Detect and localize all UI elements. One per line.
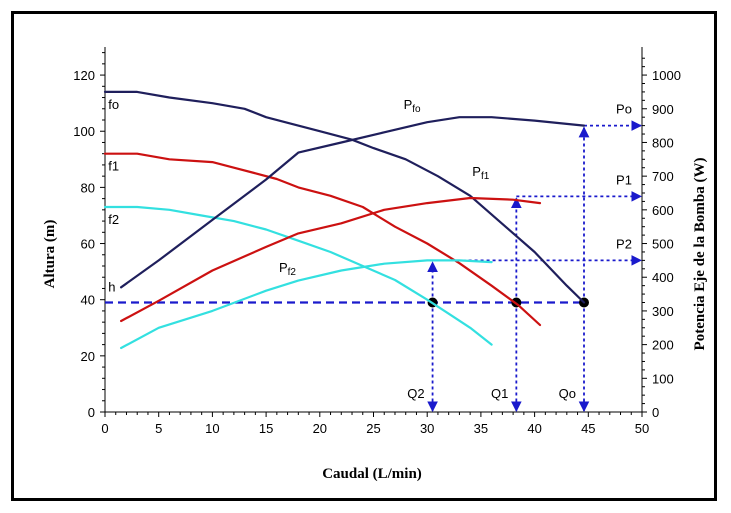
y2-tick-label: 800 — [652, 135, 674, 150]
y2-axis-title: Potencia Eje de la Bomba (W) — [692, 158, 708, 351]
y2-tick-label: 100 — [652, 371, 674, 386]
curve-label-pf2: Pf2 — [279, 260, 296, 278]
curves — [103, 90, 586, 350]
curve-pf0 — [119, 116, 586, 289]
x-axis-title: Caudal (L/min) — [322, 466, 422, 482]
y-axis-title: Altura (m) — [42, 220, 58, 289]
x-tick-label: 10 — [205, 421, 219, 436]
x-tick-label: 40 — [527, 421, 541, 436]
axes: 0 5 10 15 20 25 30 35 40 45 5002040608010012001002… — [73, 47, 681, 436]
operating-point-guides: Q2 P2 Q1 P1 Qo Po — [105, 102, 643, 413]
y2-tick-label: 400 — [652, 270, 674, 285]
p-label-p1: P1 — [616, 172, 632, 187]
curve-label-h: h — [108, 279, 115, 294]
q-label-qo: Qo — [559, 386, 576, 401]
curve-label-pf1: Pf1 — [472, 164, 489, 182]
x-tick-label: 25 — [366, 421, 380, 436]
curve-label-f2: f2 — [108, 212, 119, 227]
pump-curve-chart: 0 5 10 15 20 25 30 35 40 45 5002040608010012001002… — [42, 47, 708, 482]
curve-label-fo: fo — [108, 97, 119, 112]
y-tick-label: 60 — [81, 237, 95, 252]
y-tick-label: 120 — [73, 68, 95, 83]
y2-tick-label: 900 — [652, 102, 674, 117]
x-tick-label: 45 — [581, 421, 595, 436]
y-tick-label: 40 — [81, 293, 95, 308]
curve-label-pfo: Pfo — [404, 97, 421, 115]
y-tick-label: 20 — [81, 349, 95, 364]
p-label-po: Po — [616, 102, 632, 117]
x-tick-label: 5 — [155, 421, 162, 436]
y2-tick-label: 0 — [652, 405, 659, 420]
x-tick-label: 35 — [474, 421, 488, 436]
x-tick-label: 30 — [420, 421, 434, 436]
chart-frame: 0 5 10 15 20 25 30 35 40 45 50 0 20 40 60 80 100 120 0 100 2… — [11, 11, 717, 501]
x-tick-label: 20 — [313, 421, 327, 436]
y-tick-label: 80 — [81, 180, 95, 195]
y-tick-label: 100 — [73, 124, 95, 139]
y2-tick-label: 1000 — [652, 68, 681, 83]
y2-tick-label: 700 — [652, 169, 674, 184]
x-tick-label: 15 — [259, 421, 273, 436]
q-label-q1: Q1 — [491, 386, 508, 401]
y2-tick-label: 500 — [652, 237, 674, 252]
x-tick-label: 0 — [101, 421, 108, 436]
y-tick-label: 0 — [88, 405, 95, 420]
curve-pf2 — [119, 259, 493, 350]
y2-tick-label: 300 — [652, 304, 674, 319]
q-label-q2: Q2 — [407, 386, 424, 401]
y2-tick-label: 600 — [652, 203, 674, 218]
curve-f1 — [103, 152, 542, 327]
y2-tick-label: 200 — [652, 338, 674, 353]
p-label-p2: P2 — [616, 236, 632, 251]
curve-f2 — [103, 205, 493, 346]
curve-labels: fo f1 f2 h Pfo Pf1 Pf2 — [108, 97, 490, 295]
curve-pf1 — [119, 196, 542, 323]
x-tick-label: 50 — [635, 421, 649, 436]
curve-label-f1: f1 — [108, 159, 119, 174]
